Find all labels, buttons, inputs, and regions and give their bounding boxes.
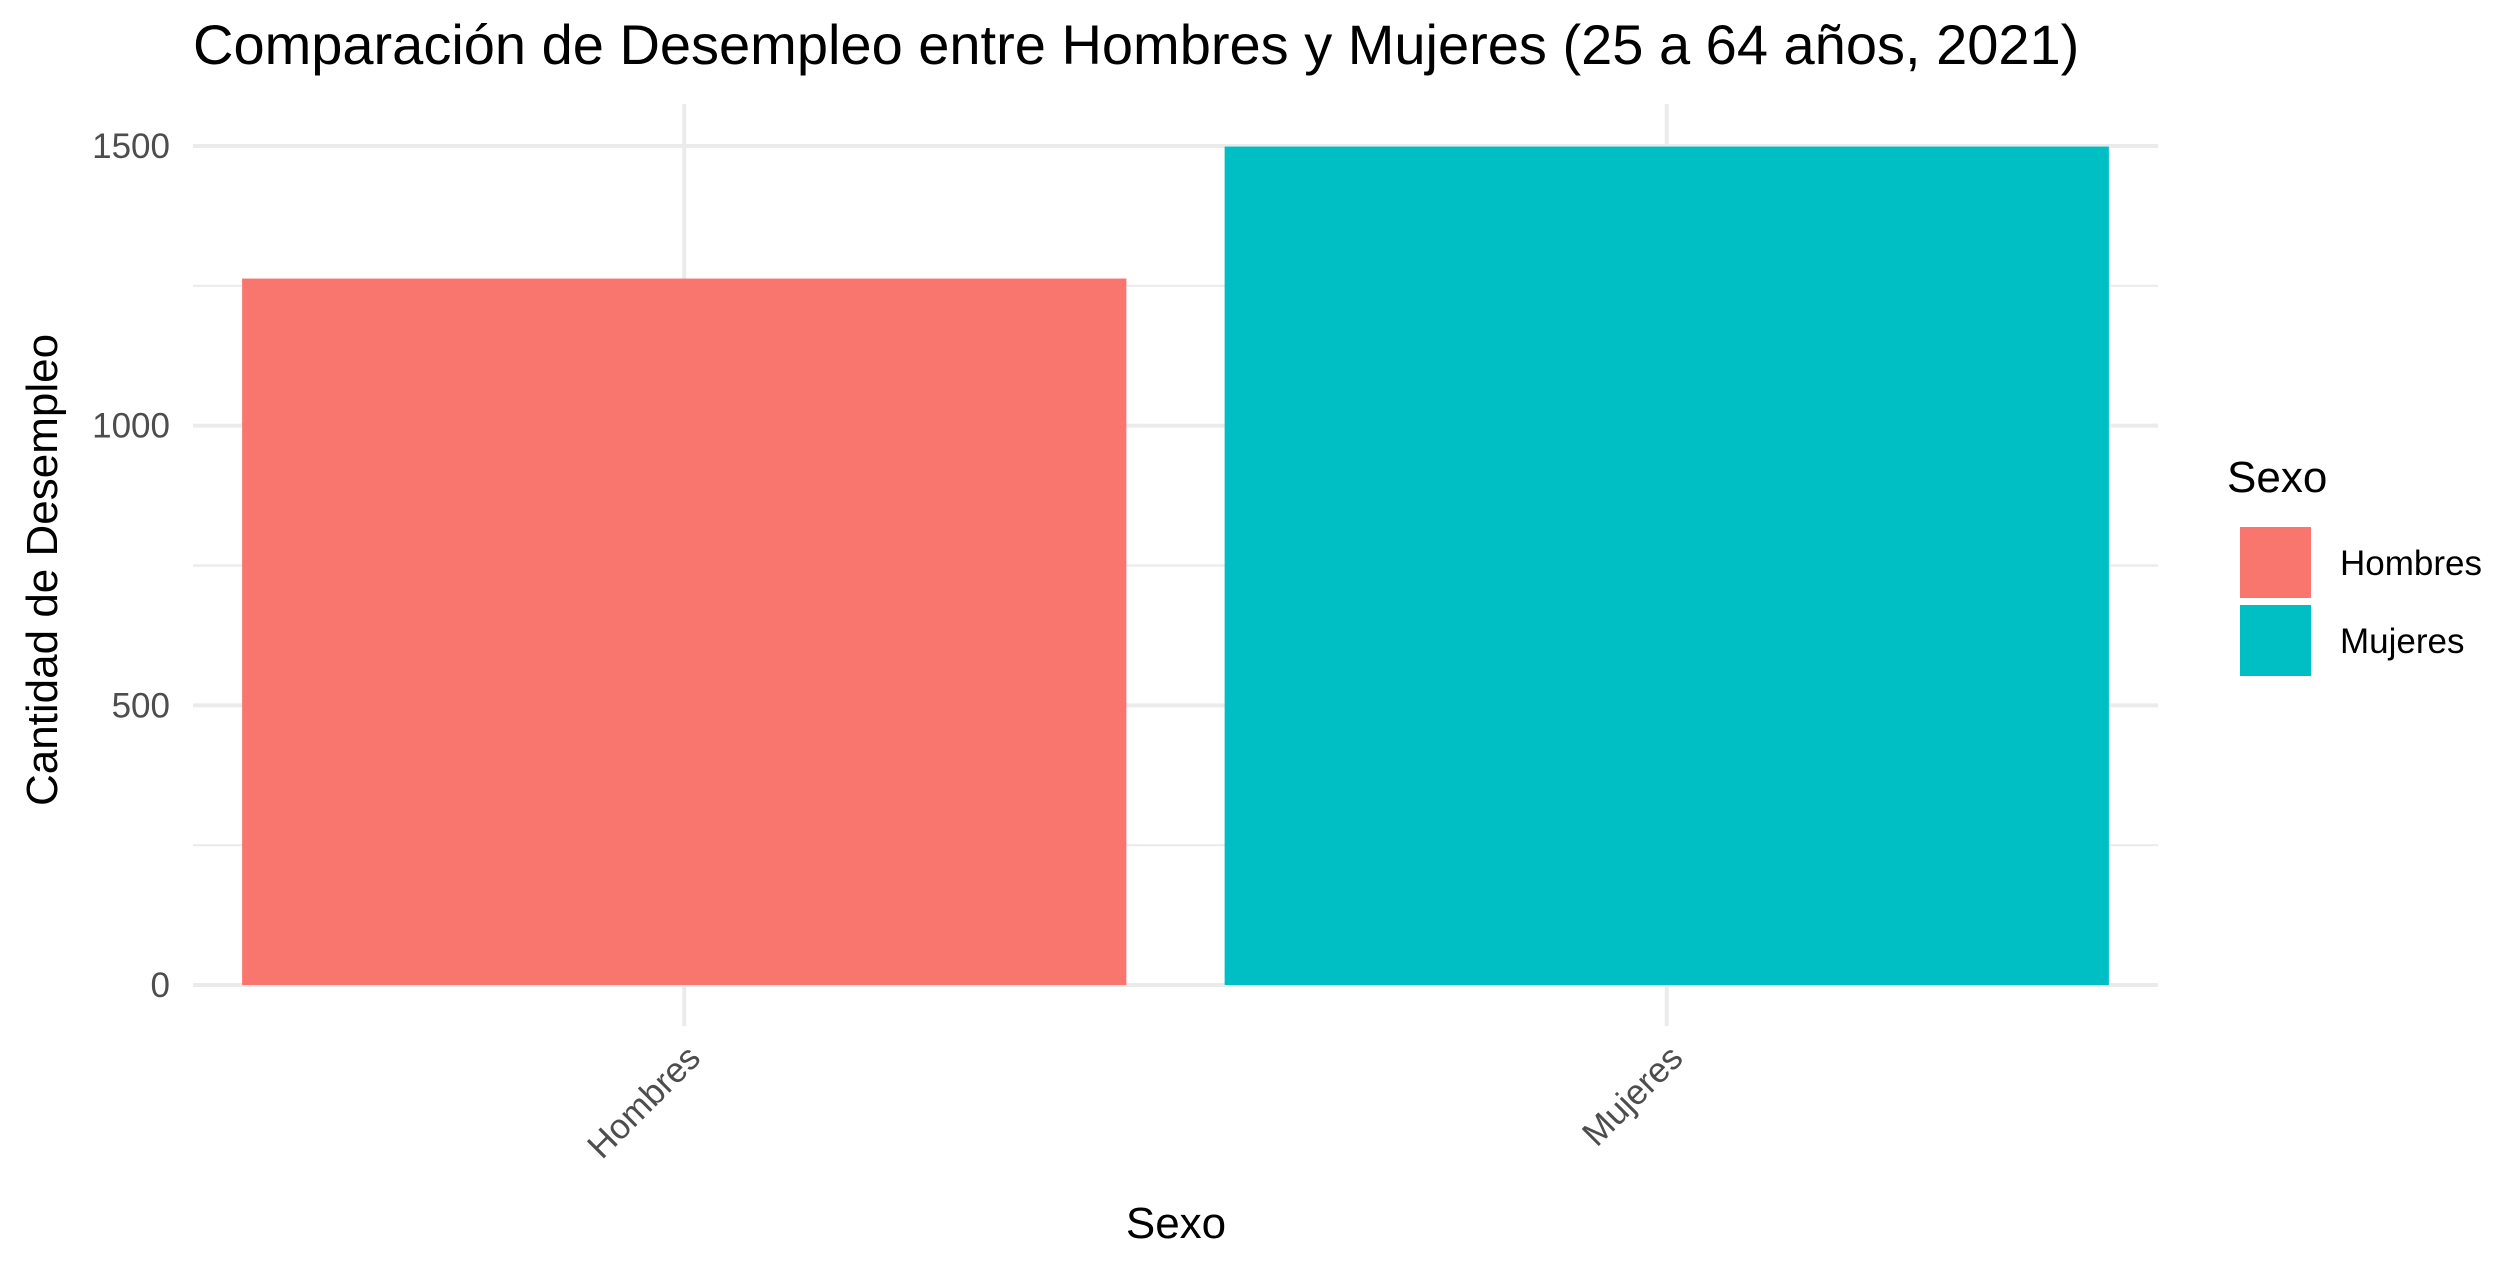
legend-key-mujeres: [2240, 605, 2311, 676]
chart-title: Comparación de Desempleo entre Hombres y…: [193, 13, 2079, 76]
bar-hombres: [242, 278, 1127, 985]
legend-label-mujeres: Mujeres: [2340, 622, 2464, 661]
legend-items: Hombres Mujeres: [2240, 527, 2482, 676]
y-tick-label: 1000: [92, 407, 170, 446]
y-axis: 0 500 1000 1500: [92, 127, 170, 1005]
y-axis-title: Cantidad de Desempleo: [18, 334, 67, 806]
y-tick-label: 1500: [92, 127, 170, 166]
bar-mujeres: [1224, 146, 2109, 985]
y-tick-label: 0: [151, 966, 170, 1005]
legend: Sexo Hombres Mujeres: [2227, 453, 2482, 676]
legend-label-hombres: Hombres: [2340, 544, 2482, 583]
x-tick-label: Hombres: [580, 1038, 708, 1166]
x-axis-title: Sexo: [1126, 1199, 1226, 1248]
y-tick-label: 500: [112, 686, 170, 725]
bars: [242, 146, 2109, 985]
legend-title: Sexo: [2227, 453, 2327, 502]
legend-key-hombres: [2240, 527, 2311, 598]
x-tick-label: Mujeres: [1575, 1038, 1691, 1154]
x-axis: Hombres Mujeres: [580, 1038, 1690, 1166]
